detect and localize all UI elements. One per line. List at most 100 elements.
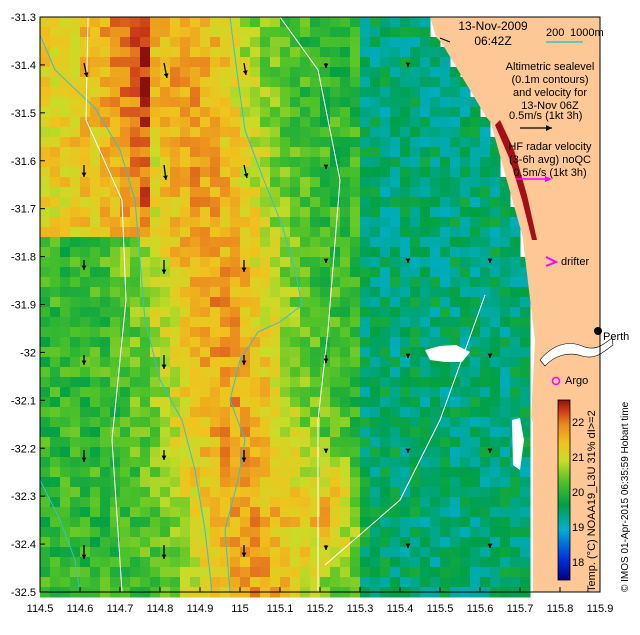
sst-cell — [430, 77, 441, 88]
sst-cell — [420, 117, 431, 128]
sst-cell — [120, 157, 131, 168]
sst-cell — [300, 167, 311, 178]
sst-cell — [460, 417, 471, 428]
sst-cell — [260, 207, 271, 218]
sst-cell — [480, 467, 491, 478]
sst-cell — [250, 537, 261, 548]
sst-cell — [320, 467, 331, 478]
sst-cell — [250, 87, 261, 98]
sst-cell — [490, 487, 501, 498]
sst-cell — [170, 37, 181, 48]
sst-cell — [370, 417, 381, 428]
sst-cell — [380, 397, 391, 408]
sst-cell — [330, 227, 341, 238]
sst-cell — [410, 267, 421, 278]
sst-cell — [420, 577, 431, 588]
sst-cell — [170, 117, 181, 128]
sst-cell — [400, 97, 411, 108]
sst-cell — [400, 187, 411, 198]
sst-cell — [80, 167, 91, 178]
sst-cell — [220, 67, 231, 78]
sst-cell — [350, 227, 361, 238]
sst-cell — [90, 507, 101, 518]
sst-cell — [330, 257, 341, 268]
sst-cell — [400, 497, 411, 508]
sst-cell — [40, 447, 51, 458]
sst-cell — [290, 47, 301, 58]
sst-cell — [410, 467, 421, 478]
sst-cell — [460, 127, 471, 138]
sst-cell — [250, 547, 261, 558]
sst-cell — [100, 347, 111, 358]
sst-cell — [220, 507, 231, 518]
sst-cell — [90, 137, 101, 148]
sst-cell — [410, 177, 421, 188]
velocity-arrowhead — [241, 360, 247, 365]
sst-cell — [500, 507, 511, 518]
sst-cell — [330, 307, 341, 318]
sst-cell — [390, 577, 401, 588]
sst-cell — [360, 17, 371, 28]
sst-cell — [50, 167, 61, 178]
sst-cell — [450, 537, 461, 548]
sst-cell — [230, 357, 241, 368]
sst-cell — [430, 47, 441, 58]
sst-cell — [150, 517, 161, 528]
sst-cell — [360, 227, 371, 238]
sst-cell — [380, 237, 391, 248]
sst-cell — [490, 207, 501, 218]
sst-cell — [150, 137, 161, 148]
sst-cell — [130, 37, 141, 48]
sst-cell — [80, 407, 91, 418]
sst-cell — [500, 347, 511, 358]
sst-cell — [230, 17, 241, 28]
sst-cell — [80, 287, 91, 298]
sst-cell — [150, 527, 161, 538]
sst-cell — [160, 157, 171, 168]
sst-cell — [440, 527, 451, 538]
x-tick-label: 114.6 — [67, 603, 94, 615]
sst-cell — [420, 217, 431, 228]
sst-cell — [490, 577, 501, 588]
sst-cell — [480, 437, 491, 448]
sst-cell — [500, 487, 511, 498]
sst-cell — [370, 217, 381, 228]
sst-cell — [510, 337, 521, 348]
sst-cell — [350, 497, 361, 508]
sst-cell — [210, 207, 221, 218]
sst-cell — [250, 477, 261, 488]
velocity-arrowhead — [243, 173, 249, 178]
velocity-arrowhead — [81, 265, 87, 270]
sst-cell — [190, 37, 201, 48]
sst-cell — [360, 47, 371, 58]
sst-cell — [420, 287, 431, 298]
sst-cell — [380, 527, 391, 538]
sst-cell — [430, 287, 441, 298]
sst-cell — [60, 547, 71, 558]
sst-cell — [70, 27, 81, 38]
sst-cell — [270, 27, 281, 38]
sst-cell — [110, 367, 121, 378]
sst-cell — [150, 117, 161, 128]
sst-cell — [140, 57, 151, 68]
sst-cell — [190, 327, 201, 338]
sst-cell — [290, 257, 301, 268]
sst-cell — [300, 427, 311, 438]
sst-cell — [450, 367, 461, 378]
sst-cell — [420, 557, 431, 568]
sst-cell — [100, 107, 111, 118]
sst-cell — [210, 57, 221, 68]
sst-cell — [450, 137, 461, 148]
sst-cell — [390, 317, 401, 328]
sst-cell — [420, 37, 431, 48]
sst-cell — [500, 297, 511, 308]
sst-cell — [60, 377, 71, 388]
sst-cell — [470, 417, 481, 428]
perth-label: Perth — [603, 331, 630, 343]
sst-cell — [360, 517, 371, 528]
sst-cell — [270, 447, 281, 458]
sst-cell — [230, 477, 241, 488]
sst-cell — [460, 167, 471, 178]
sst-cell — [280, 307, 291, 318]
sst-cell — [200, 537, 211, 548]
